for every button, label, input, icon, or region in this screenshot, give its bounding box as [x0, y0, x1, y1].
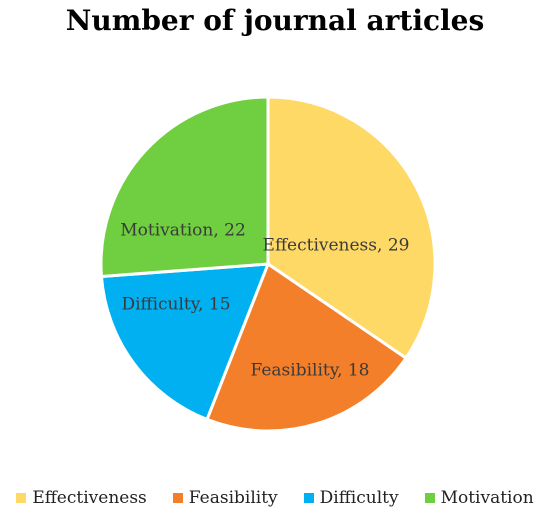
chart-title: Number of journal articles: [65, 4, 485, 37]
legend-item-feasibility: Feasibility: [172, 488, 278, 508]
legend-swatch-motivation: [424, 493, 435, 503]
slice-label-difficulty: Difficulty, 15: [121, 295, 230, 315]
pie-slice-difficulty: [99, 262, 271, 422]
legend-label-feasibility: Feasibility: [188, 488, 278, 508]
slice-label-feasibility: Feasibility, 18: [250, 361, 369, 381]
legend-item-effectiveness: Effectiveness: [16, 488, 147, 508]
pie-chart: Effectiveness, 29 Feasibility, 18 Difficul…: [99, 95, 437, 433]
legend-label-difficulty: Difficulty: [319, 488, 399, 508]
legend-item-difficulty: Difficulty: [303, 488, 399, 508]
legend-swatch-effectiveness: [16, 493, 27, 503]
slice-label-effectiveness: Effectiveness, 29: [263, 236, 410, 256]
legend-swatch-difficulty: [303, 493, 314, 503]
slice-label-motivation: Motivation, 22: [120, 221, 246, 241]
legend-label-motivation: Motivation: [440, 488, 534, 508]
pie-slice-effectiveness: [266, 95, 437, 361]
pie-slice-motivation: [99, 95, 270, 279]
legend: Effectiveness Feasibility Difficulty Motiva…: [0, 488, 550, 508]
legend-item-motivation: Motivation: [424, 488, 534, 508]
legend-label-effectiveness: Effectiveness: [32, 488, 147, 508]
pie-slice-feasibility: [205, 261, 409, 433]
legend-swatch-feasibility: [172, 493, 183, 503]
